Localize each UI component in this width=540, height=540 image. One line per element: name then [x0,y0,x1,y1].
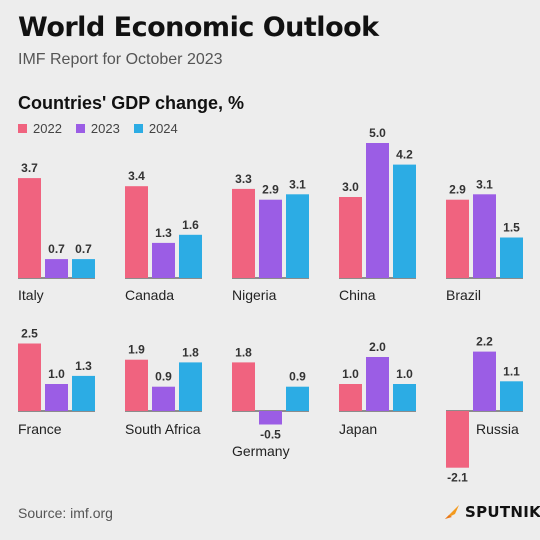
value-label-france-2022: 2.5 [21,327,38,341]
group-brazil: 2.9 3.1 1.5 Brazil [446,177,523,303]
value-label-south-africa-2022: 1.9 [128,343,145,357]
group-canada: 3.4 1.3 1.6 Canada [125,169,202,303]
value-label-russia-2024: 1.1 [503,364,520,378]
group-nigeria: 3.3 2.9 3.1 Nigeria [232,172,309,303]
page-title: World Economic Outlook [18,12,379,43]
legend-label-2024: 2024 [148,121,178,136]
value-label-china-2024: 4.2 [396,148,413,162]
value-label-canada-2024: 1.6 [182,218,199,232]
value-label-canada-2023: 1.3 [155,226,172,240]
bar-france-2023 [45,384,68,411]
value-label-france-2023: 1.0 [48,367,65,381]
bar-nigeria-2022 [232,188,255,278]
bar-south-africa-2023 [152,386,175,411]
value-label-germany-2022: 1.8 [235,345,252,359]
legend-item-2022: 2022 [18,121,62,136]
bar-china-2023 [366,143,389,278]
legend-item-2024: 2024 [133,121,178,136]
bar-japan-2024 [393,384,416,411]
value-label-japan-2022: 1.0 [342,367,359,381]
legend-item-2023: 2023 [75,121,120,136]
bar-canada-2024 [179,234,202,278]
bar-japan-2023 [366,357,389,411]
value-label-nigeria-2022: 3.3 [235,172,252,186]
bar-nigeria-2024 [286,194,309,278]
bar-russia-2022 [446,411,469,468]
category-label-brazil: Brazil [446,287,481,303]
value-label-brazil-2023: 3.1 [476,177,493,191]
category-label-china: China [339,287,376,303]
bar-canada-2022 [125,186,148,278]
legend-swatch-2022 [18,124,27,133]
group-china: 3.0 5.0 4.2 China [339,126,416,303]
category-label-japan: Japan [339,421,377,437]
value-label-japan-2024: 1.0 [396,367,413,381]
source-note: Source: imf.org [18,505,113,521]
bar-china-2022 [339,197,362,278]
legend-swatch-2023 [75,124,85,133]
value-label-germany-2023: -0.5 [260,428,281,442]
value-label-nigeria-2024: 3.1 [289,177,306,191]
sputnik-logo-icon [445,505,459,519]
bar-nigeria-2023 [259,199,282,278]
category-label-russia: Russia [476,421,519,437]
value-label-germany-2024: 0.9 [289,370,306,384]
bar-italy-2023 [45,259,68,278]
value-label-italy-2023: 0.7 [48,242,65,256]
category-label-italy: Italy [18,287,44,303]
value-label-france-2024: 1.3 [75,359,92,373]
bar-china-2024 [393,164,416,278]
brand-name: SPUTNIK [465,503,540,521]
bar-japan-2022 [339,384,362,411]
bar-canada-2023 [152,242,175,278]
bar-germany-2023 [259,411,282,425]
value-label-nigeria-2023: 2.9 [262,183,279,197]
value-label-brazil-2024: 1.5 [503,221,520,235]
value-label-china-2023: 5.0 [369,126,386,140]
bar-france-2024 [72,375,95,411]
value-label-south-africa-2024: 1.8 [182,345,199,359]
value-label-russia-2023: 2.2 [476,335,493,349]
value-label-russia-2022: -2.1 [447,471,468,485]
group-russia: -2.1 2.2 1.1 Russia [446,335,523,485]
page-subtitle: IMF Report for October 2023 [18,51,223,68]
bar-south-africa-2022 [125,359,148,411]
bar-russia-2024 [500,381,523,411]
group-france: 2.5 1.0 1.3 France [18,327,95,437]
category-label-nigeria: Nigeria [232,287,277,303]
chart-title: Countries' GDP change, % [18,93,244,113]
category-label-france: France [18,421,62,437]
bar-russia-2023 [473,351,496,411]
category-label-germany: Germany [232,443,290,459]
chart-legend: 2022 2023 2024 [18,121,178,136]
value-label-canada-2022: 3.4 [128,169,145,183]
legend-label-2023: 2023 [90,121,120,136]
bar-italy-2022 [18,178,41,278]
group-italy: 3.7 0.7 0.7 Italy [18,161,95,303]
brand-logo: SPUTNIK [443,503,540,521]
group-germany: 1.8 -0.5 0.9 Germany [232,345,309,459]
value-label-south-africa-2023: 0.9 [155,370,172,384]
group-south-africa: 1.9 0.9 1.8 South Africa [125,343,202,437]
bar-brazil-2022 [446,199,469,278]
value-label-japan-2023: 2.0 [369,340,386,354]
bar-germany-2022 [232,362,255,411]
category-label-south-africa: South Africa [125,421,201,437]
value-label-china-2022: 3.0 [342,180,359,194]
group-japan: 1.0 2.0 1.0 Japan [339,340,416,437]
bar-italy-2024 [72,259,95,278]
category-label-canada: Canada [125,287,174,303]
value-label-italy-2024: 0.7 [75,242,92,256]
bar-france-2022 [18,343,41,411]
value-label-italy-2022: 3.7 [21,161,38,175]
bar-brazil-2023 [473,194,496,278]
bar-south-africa-2024 [179,362,202,411]
legend-swatch-2024 [133,124,143,133]
bar-brazil-2024 [500,237,523,278]
value-label-brazil-2022: 2.9 [449,183,466,197]
legend-label-2022: 2022 [33,121,62,136]
bar-germany-2024 [286,386,309,411]
